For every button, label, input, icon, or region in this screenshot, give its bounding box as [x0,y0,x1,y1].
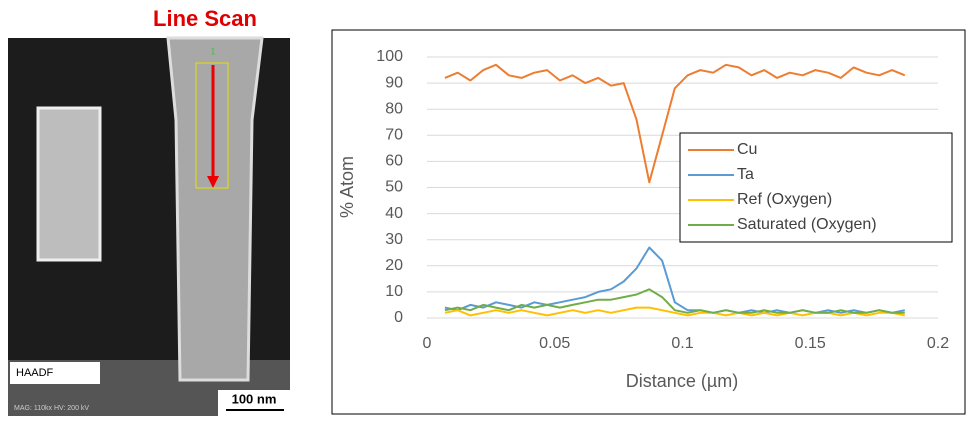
legend-label: Saturated (Oxygen) [737,216,877,233]
detector-box [10,362,100,384]
y-tick-label: 80 [385,100,403,117]
detector-label: HAADF [16,367,54,379]
series-line [444,63,906,184]
legend-label: Ref (Oxygen) [737,191,832,208]
series-line [444,288,905,314]
image-info: MAG: 110kx HV: 200 kV [14,405,89,412]
x-tick-label: 0.15 [795,335,826,352]
y-tick-label: 20 [385,257,403,274]
y-tick-label: 40 [385,205,403,222]
x-tick-label: 0.05 [539,335,570,352]
scale-box [218,390,290,416]
series-line [444,246,905,314]
x-axis-label: Distance (µm) [626,371,738,391]
y-tick-label: 10 [385,283,403,300]
y-tick-label: 60 [385,153,403,170]
x-tick-label: 0 [423,335,432,352]
y-tick-label: 90 [385,74,403,91]
image-title: Line Scan [153,6,257,31]
micrograph: 1 HAADF MAG: 110kx HV: 200 kV 100 nm [8,36,290,416]
legend-label: Cu [737,141,757,158]
x-tick-label: 0.1 [671,335,693,352]
pillar-right [166,36,264,382]
y-tick-label: 50 [385,179,403,196]
pillar-left [36,106,102,262]
scan-box [195,62,229,189]
y-tick-label: 0 [394,309,403,326]
legend-box [679,132,953,243]
x-tick-label: 0.2 [927,335,949,352]
y-axis-label: % Atom [337,156,357,218]
y-tick-label: 30 [385,231,403,248]
scan-arrowhead [207,176,219,188]
scan-marker: 1 [210,46,215,56]
scale-label: 100 nm [232,391,277,406]
y-tick-label: 100 [376,48,403,65]
y-tick-label: 70 [385,127,403,144]
legend-label: Ta [737,166,754,183]
